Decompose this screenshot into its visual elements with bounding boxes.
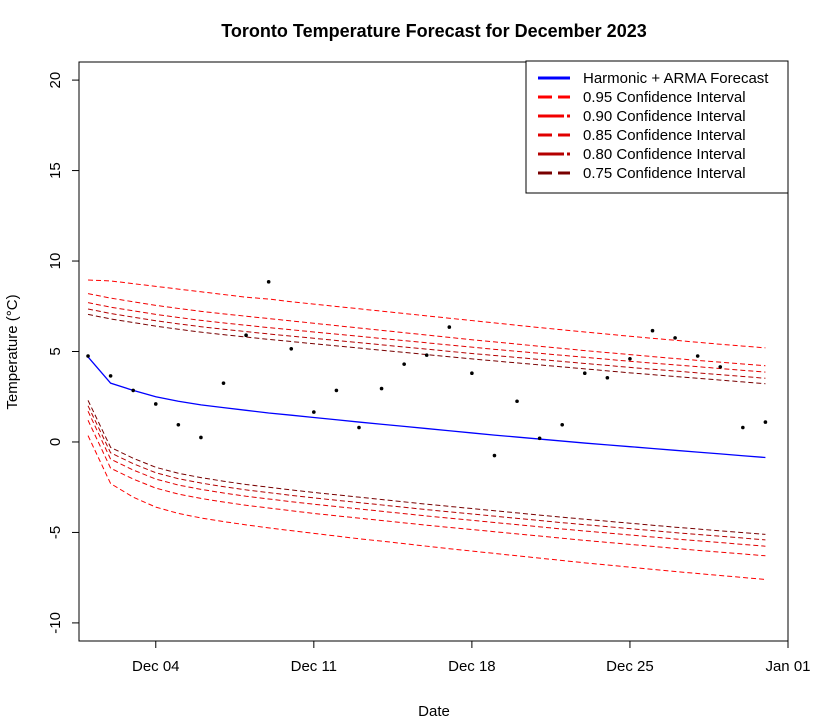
legend: Harmonic + ARMA Forecast 0.95 Confidence … [525, 60, 789, 194]
observed-point [131, 388, 135, 393]
x-tick-label: Dec 04 [132, 658, 180, 675]
x-tick-label: Dec 11 [291, 658, 337, 675]
observed-point [718, 365, 723, 369]
observed-point [244, 333, 248, 338]
observed-point [176, 422, 181, 427]
ci-lower-line [87, 400, 766, 535]
observed-point [424, 353, 429, 357]
forecast-line-layer [87, 356, 766, 459]
ci-lower-line [87, 435, 766, 580]
y-tick-label: 5 [47, 347, 64, 355]
observed-point [334, 388, 339, 393]
observed-point [86, 354, 90, 358]
legend-label: Harmonic + ARMA Forecast [583, 70, 769, 87]
ci-upper-line [87, 313, 766, 385]
y-axis-label: Temperature (°C) [4, 294, 21, 409]
chart-title: Toronto Temperature Forecast for Decembe… [221, 21, 646, 41]
x-tick-label: Dec 25 [606, 658, 654, 675]
y-tick-label: -10 [47, 612, 64, 634]
observed-point [289, 346, 294, 351]
observed-point [763, 420, 768, 424]
observed-point [357, 425, 361, 430]
x-tick-label: Jan 01 [765, 658, 810, 675]
observed-point [628, 356, 632, 361]
ci-upper-line [87, 308, 766, 379]
observed-point [379, 386, 384, 391]
observed-point [741, 425, 745, 430]
ci-lower-line [87, 410, 766, 547]
observed-point [199, 435, 203, 440]
observed-point [695, 354, 700, 358]
observed-point [605, 375, 610, 380]
ci-upper-line [88, 279, 766, 349]
legend-label: 0.80 Confidence Interval [583, 146, 746, 163]
observed-point [470, 371, 474, 376]
ci-lower-line [87, 405, 766, 541]
observed-point [266, 280, 271, 284]
observed-point [108, 374, 113, 378]
y-tick-label: 20 [47, 72, 64, 89]
y-tick-label: 0 [47, 438, 64, 446]
observed-point [582, 371, 587, 376]
forecast-line [87, 356, 766, 459]
legend-label: 0.90 Confidence Interval [583, 108, 746, 125]
observed-point [221, 381, 226, 385]
observed-point [537, 436, 542, 441]
observed-point [447, 325, 452, 329]
ci-upper-line [87, 293, 766, 367]
observed-point [153, 402, 158, 406]
y-tick-label: 10 [47, 253, 64, 270]
y-tick-label: 15 [47, 162, 64, 179]
y-axis: -10 -5 0 5 10 15 20 [47, 72, 80, 634]
legend-box [525, 60, 789, 194]
legend-label: 0.85 Confidence Interval [583, 127, 746, 144]
observed-point [312, 410, 316, 414]
x-axis: Dec 04 Dec 11 Dec 18 Dec 25 Jan 01 [132, 640, 811, 675]
observed-point [560, 422, 564, 427]
observed-point [650, 328, 655, 333]
ci-lower-line [87, 420, 766, 557]
legend-label: 0.75 Confidence Interval [583, 165, 746, 182]
legend-label: 0.95 Confidence Interval [583, 89, 746, 106]
x-axis-label: Date [418, 703, 450, 720]
x-tick-label: Dec 18 [448, 658, 496, 675]
observed-point [402, 362, 406, 366]
y-tick-label: -5 [47, 526, 64, 539]
observed-point [673, 336, 677, 340]
ci-upper-line [87, 302, 766, 373]
confidence-intervals [87, 279, 766, 580]
observed-points [86, 280, 768, 458]
observed-point [515, 399, 519, 404]
observed-point [492, 453, 497, 458]
